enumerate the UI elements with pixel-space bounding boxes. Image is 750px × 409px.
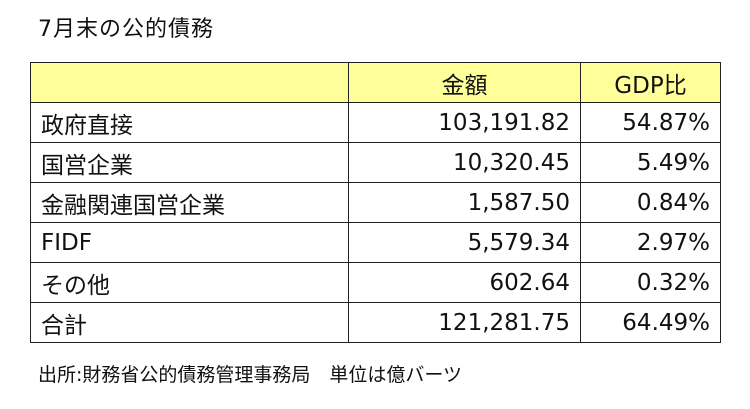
row-gdp-ratio: 0.84%: [580, 182, 721, 223]
page-title: 7月末の公的債務: [38, 17, 214, 42]
table-row: 政府直接 103,191.82 54.87%: [30, 102, 721, 143]
row-gdp-ratio: 54.87%: [580, 102, 721, 143]
header-category: [30, 62, 349, 103]
row-name: 国営企業: [30, 142, 349, 183]
row-gdp-ratio: 2.97%: [580, 222, 721, 263]
table-total-row: 合計 121,281.75 64.49%: [30, 302, 721, 343]
table-row: 金融関連国営企業 1,587.50 0.84%: [30, 182, 721, 223]
row-name: 金融関連国営企業: [30, 182, 349, 223]
table-row: その他 602.64 0.32%: [30, 262, 721, 303]
header-amount: 金額: [348, 62, 581, 103]
row-name: FIDF: [30, 222, 349, 263]
row-gdp-ratio: 0.32%: [580, 262, 721, 303]
row-name: 政府直接: [30, 102, 349, 143]
table-row: 国営企業 10,320.45 5.49%: [30, 142, 721, 183]
row-name: その他: [30, 262, 349, 303]
table-row: FIDF 5,579.34 2.97%: [30, 222, 721, 263]
total-amount: 121,281.75: [348, 302, 581, 343]
public-debt-table: 金額 GDP比 政府直接 103,191.82 54.87% 国営企業 10,3…: [30, 62, 721, 343]
row-gdp-ratio: 5.49%: [580, 142, 721, 183]
header-gdp-ratio: GDP比: [580, 62, 721, 103]
row-amount: 1,587.50: [348, 182, 581, 223]
total-label: 合計: [30, 302, 349, 343]
total-gdp-ratio: 64.49%: [580, 302, 721, 343]
table-header-row: 金額 GDP比: [30, 62, 721, 103]
row-amount: 5,579.34: [348, 222, 581, 263]
row-amount: 10,320.45: [348, 142, 581, 183]
row-amount: 103,191.82: [348, 102, 581, 143]
source-footnote: 出所:財務省公的債務管理事務局 単位は億バーツ: [38, 364, 463, 386]
row-amount: 602.64: [348, 262, 581, 303]
